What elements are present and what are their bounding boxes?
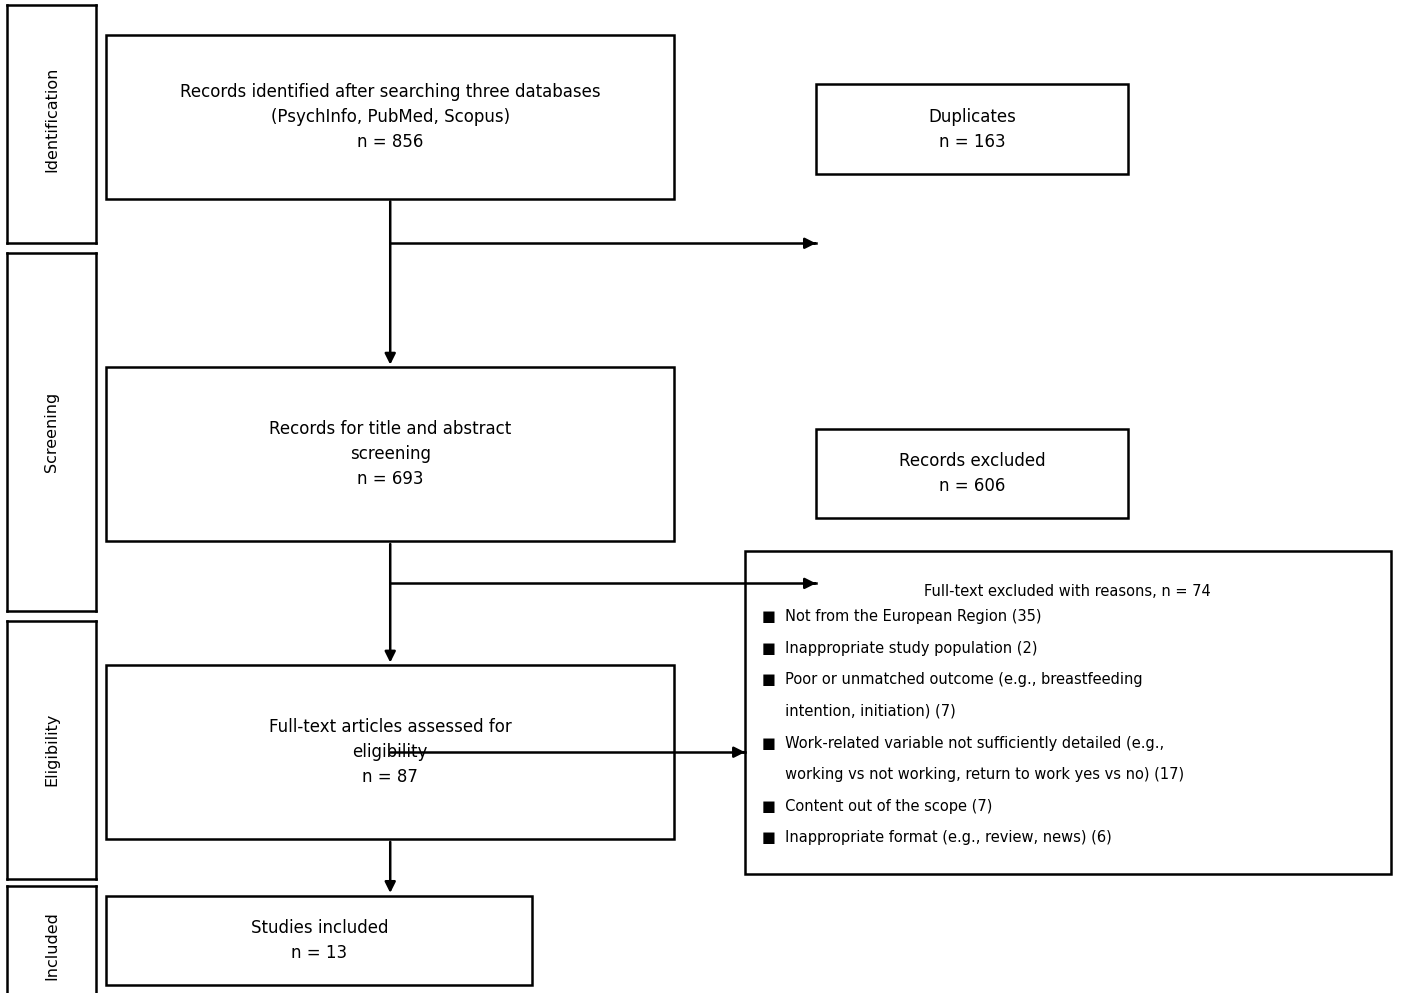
- Text: Identification: Identification: [44, 67, 60, 172]
- FancyBboxPatch shape: [816, 84, 1128, 174]
- Text: Records excluded
n = 606: Records excluded n = 606: [898, 452, 1046, 496]
- Text: ■  Content out of the scope (7): ■ Content out of the scope (7): [762, 798, 992, 814]
- FancyBboxPatch shape: [106, 367, 674, 541]
- FancyBboxPatch shape: [106, 665, 674, 839]
- FancyBboxPatch shape: [745, 551, 1391, 874]
- Text: Records for title and abstract
screening
n = 693: Records for title and abstract screening…: [270, 420, 511, 489]
- Text: ■  Not from the European Region (35): ■ Not from the European Region (35): [762, 609, 1042, 624]
- FancyBboxPatch shape: [106, 35, 674, 199]
- Text: Eligibility: Eligibility: [44, 713, 60, 786]
- Text: ■  Inappropriate format (e.g., review, news) (6): ■ Inappropriate format (e.g., review, ne…: [762, 830, 1111, 845]
- Text: Full-text articles assessed for
eligibility
n = 87: Full-text articles assessed for eligibil…: [268, 718, 512, 786]
- Text: Studies included
n = 13: Studies included n = 13: [251, 919, 387, 962]
- Text: Records identified after searching three databases
(PsychInfo, PubMed, Scopus)
n: Records identified after searching three…: [180, 82, 600, 151]
- Text: Included: Included: [44, 911, 60, 980]
- Text: ■  Poor or unmatched outcome (e.g., breastfeeding: ■ Poor or unmatched outcome (e.g., breas…: [762, 672, 1142, 687]
- Text: Duplicates
n = 163: Duplicates n = 163: [928, 107, 1016, 151]
- Text: Full-text excluded with reasons, n = 74: Full-text excluded with reasons, n = 74: [924, 584, 1212, 599]
- Text: working vs not working, return to work yes vs no) (17): working vs not working, return to work y…: [762, 768, 1183, 782]
- Text: intention, initiation) (7): intention, initiation) (7): [762, 704, 956, 719]
- Text: Screening: Screening: [44, 392, 60, 472]
- Text: ■  Work-related variable not sufficiently detailed (e.g.,: ■ Work-related variable not sufficiently…: [762, 736, 1164, 751]
- FancyBboxPatch shape: [106, 896, 532, 985]
- Text: ■  Inappropriate study population (2): ■ Inappropriate study population (2): [762, 640, 1037, 655]
- FancyBboxPatch shape: [816, 429, 1128, 518]
